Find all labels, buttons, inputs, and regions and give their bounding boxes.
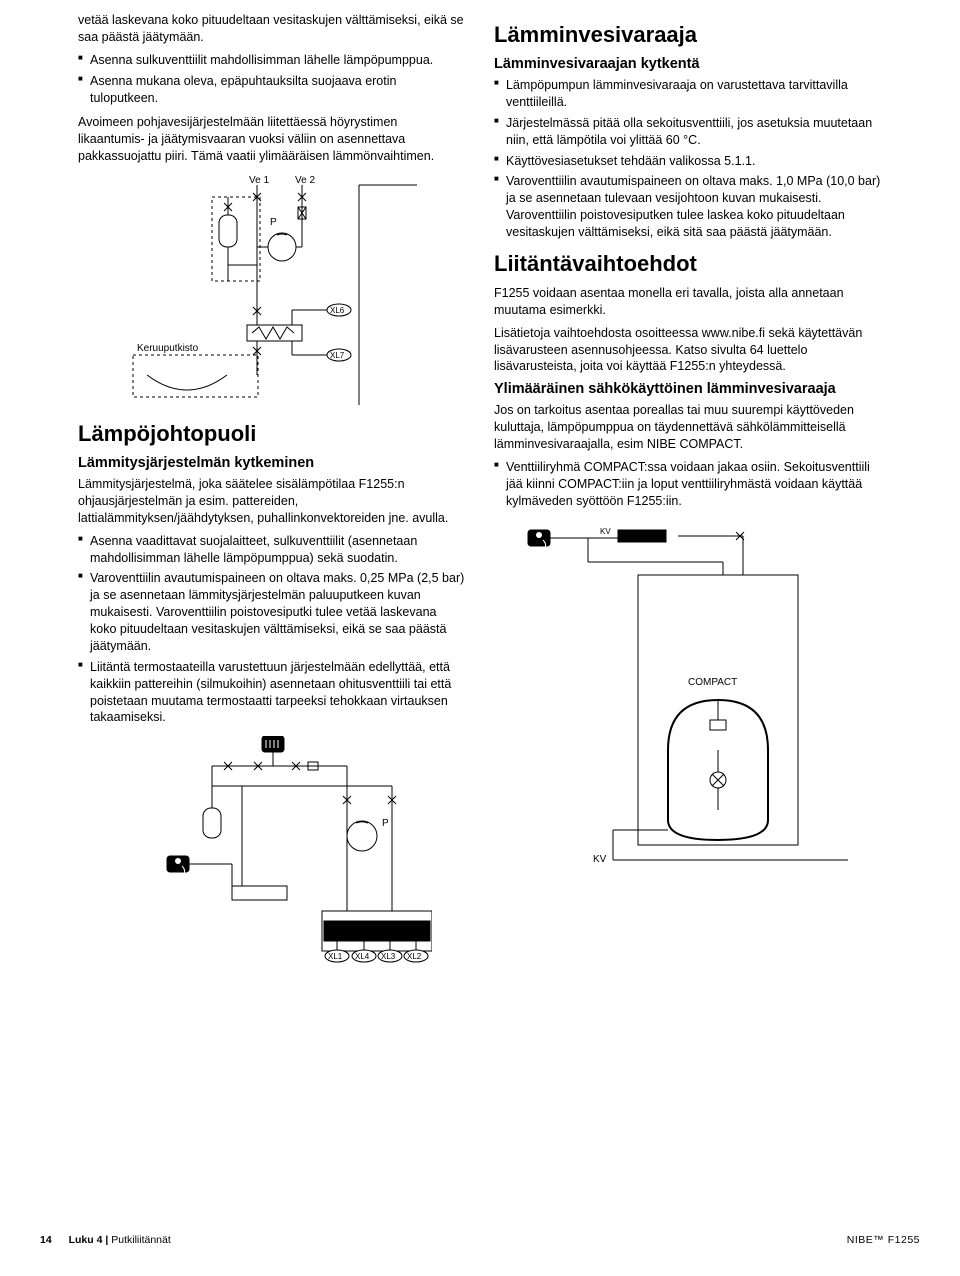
compact-svg: KV COMPACT [518, 520, 858, 890]
intro-paragraph-2: Avoimeen pohjavesijärjestelmään liitettä… [78, 114, 466, 165]
diagram-compact: KV COMPACT [494, 520, 882, 890]
svg-text:XL3: XL3 [381, 952, 396, 961]
subheading-ylimaarainen: Ylimääräinen sähkökäyttöinen lämminvesiv… [494, 381, 882, 397]
list-item: Liitäntä termostaateilla varustettuun jä… [78, 659, 466, 727]
heading-lamminvesivaraaja: Lämminvesivaraaja [494, 22, 882, 48]
svg-text:XL1: XL1 [328, 952, 343, 961]
options-paragraph-2: Lisätietoja vaihtoehdosta osoitteessa ww… [494, 325, 882, 376]
left-column: vetää laskevana koko pituudeltaan vesita… [78, 12, 466, 982]
svg-text:Ve 2: Ve 2 [295, 175, 315, 186]
chapter-text: Putkiliitännät [108, 1234, 170, 1246]
page-number: 14 [40, 1234, 52, 1246]
intro-paragraph-1: vetää laskevana koko pituudeltaan vesita… [78, 12, 466, 46]
svg-text:XL2: XL2 [407, 952, 422, 961]
list-item: Asenna vaadittavat suojalaitteet, sulkuv… [78, 533, 466, 567]
intro-bullet-list: Asenna sulkuventtiilit mahdollisimman lä… [78, 52, 466, 107]
svg-text:XL7: XL7 [330, 351, 345, 360]
footer-left: 14 Luku 4 | Putkiliitännät [40, 1234, 171, 1246]
chapter-label: Luku 4 | [69, 1234, 109, 1246]
extra-paragraph: Jos on tarkoitus asentaa poreallas tai m… [494, 402, 882, 453]
svg-text:Keruuputkisto: Keruuputkisto [137, 343, 199, 354]
heading-lampojohtopuoli: Lämpöjohtopuoli [78, 421, 466, 447]
svg-text:KV: KV [593, 854, 607, 865]
list-item: Lämpöpumpun lämminvesivaraaja on varuste… [494, 77, 882, 111]
brine-circuit-svg: Ve 1 Ve 2 P [127, 175, 417, 405]
subheading-lv-kytkenta: Lämminvesivaraajan kytkentä [494, 56, 882, 72]
list-item: Asenna sulkuventtiilit mahdollisimman lä… [78, 52, 466, 69]
svg-text:Ve 1: Ve 1 [249, 175, 269, 186]
svg-text:KV: KV [600, 527, 611, 536]
diagram-heating-circuit: P [78, 736, 466, 966]
svg-text:COMPACT: COMPACT [688, 677, 737, 688]
system-bullet-list: Asenna vaadittavat suojalaitteet, sulkuv… [78, 533, 466, 727]
list-item: Varoventtiilin avautumispaineen on oltav… [494, 173, 882, 241]
list-item: Venttiiliryhmä COMPACT:ssa voidaan jakaa… [494, 459, 882, 510]
list-item: Järjestelmässä pitää olla sekoitusventti… [494, 115, 882, 149]
options-paragraph-1: F1255 voidaan asentaa monella eri tavall… [494, 285, 882, 319]
heading-liitantavaihtoehdot: Liitäntävaihtoehdot [494, 251, 882, 277]
list-item: Käyttövesiasetukset tehdään valikossa 5.… [494, 153, 882, 170]
extra-bullet-list: Venttiiliryhmä COMPACT:ssa voidaan jakaa… [494, 459, 882, 510]
right-column: Lämminvesivaraaja Lämminvesivaraajan kyt… [494, 12, 882, 982]
svg-text:XL6: XL6 [330, 306, 345, 315]
svg-text:P: P [270, 217, 277, 228]
list-item: Varoventtiilin avautumispaineen on oltav… [78, 570, 466, 654]
footer-brand: NIBE™ F1255 [847, 1234, 920, 1246]
list-item: Asenna mukana oleva, epäpuhtauksilta suo… [78, 73, 466, 107]
heating-circuit-svg: P [112, 736, 432, 966]
two-column-layout: vetää laskevana koko pituudeltaan vesita… [78, 0, 882, 982]
svg-text:P: P [382, 818, 389, 829]
subheading-kytkeminen: Lämmitysjärjestelmän kytkeminen [78, 455, 466, 471]
lv-bullet-list: Lämpöpumpun lämminvesivaraaja on varuste… [494, 77, 882, 241]
system-paragraph: Lämmitysjärjestelmä, joka säätelee sisäl… [78, 476, 466, 527]
diagram-brine-circuit: Ve 1 Ve 2 P [78, 175, 466, 405]
page-footer: 14 Luku 4 | Putkiliitännät NIBE™ F1255 [40, 1234, 920, 1246]
svg-text:XL4: XL4 [355, 952, 370, 961]
